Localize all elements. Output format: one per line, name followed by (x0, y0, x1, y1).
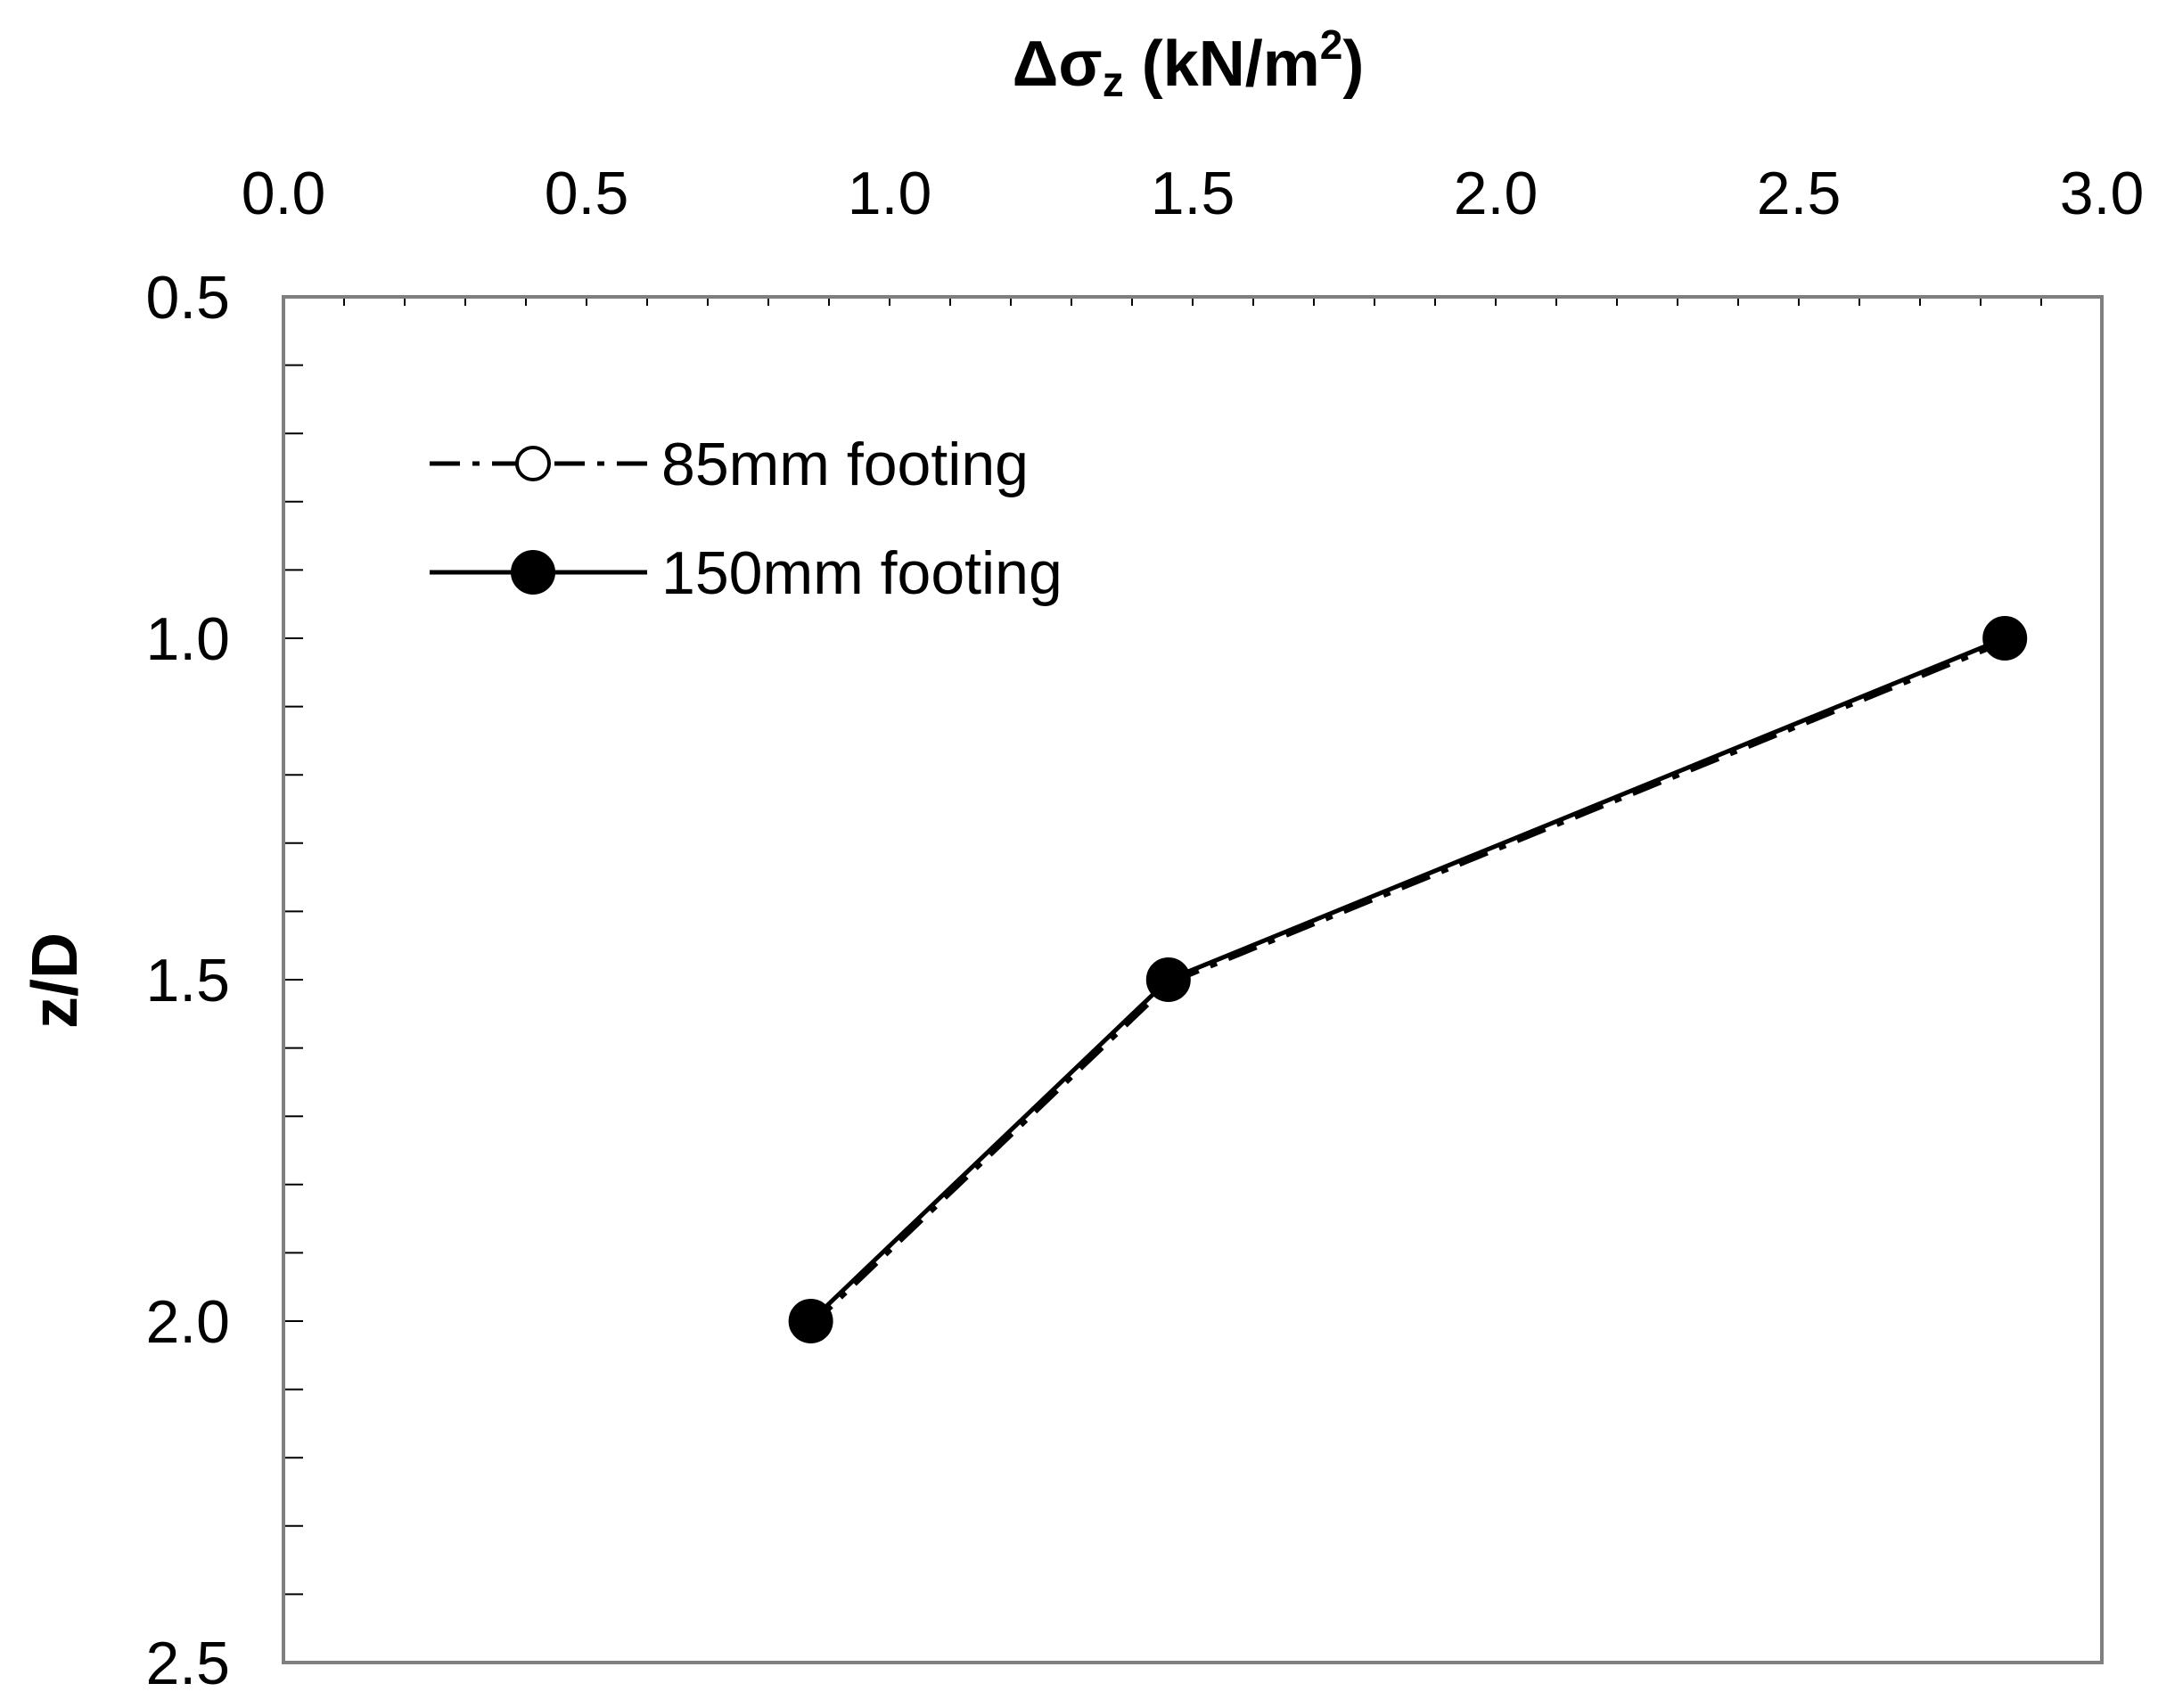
x-axis-title-subscript: z (1103, 59, 1124, 106)
x-tick-labels: 0.0 0.5 1.0 1.5 2.0 2.5 3.0 (242, 160, 2145, 227)
x-tick-label: 2.5 (1757, 160, 1842, 227)
y-tick-label: 0.5 (145, 264, 230, 332)
x-axis-title-close: ) (1342, 29, 1364, 100)
y-tick-label: 1.0 (145, 605, 230, 673)
legend-marker-0 (515, 446, 551, 481)
legend-label-0: 85mm footing (661, 431, 1029, 498)
series-1-point-2 (788, 1299, 833, 1343)
y-tick-label: 1.5 (145, 947, 230, 1014)
y-tick-label: 2.5 (145, 1630, 230, 1697)
series-1-point-0 (1982, 616, 2028, 661)
x-tick-label: 2.0 (1454, 160, 1538, 227)
legend-marker-1 (511, 550, 555, 595)
x-tick-label: 1.5 (1151, 160, 1235, 227)
legend-label-1: 150mm footing (661, 539, 1063, 607)
y-tick-labels: 0.5 1.0 1.5 2.0 2.5 (145, 264, 230, 1697)
x-axis-title-unit: (kN/m (1124, 29, 1320, 100)
x-tick-label: 0.5 (545, 160, 629, 227)
y-tick-label: 2.0 (145, 1288, 230, 1356)
x-axis-title-superscript: 2 (1320, 21, 1343, 68)
x-tick-label: 3.0 (2060, 160, 2145, 227)
series-1-point-1 (1145, 957, 1191, 1002)
plot-area-frame (282, 295, 2104, 1664)
y-axis-title: z/D (20, 932, 91, 1029)
x-axis-title: Δσz (kN/m2) (1013, 21, 1365, 106)
x-tick-label: 1.0 (848, 160, 932, 227)
x-axis-title-prefix: Δσ (1013, 29, 1103, 100)
legend: 85mm footing 150mm footing (430, 431, 1063, 607)
x-tick-label: 0.0 (242, 160, 326, 227)
series-markers (788, 616, 2028, 1343)
